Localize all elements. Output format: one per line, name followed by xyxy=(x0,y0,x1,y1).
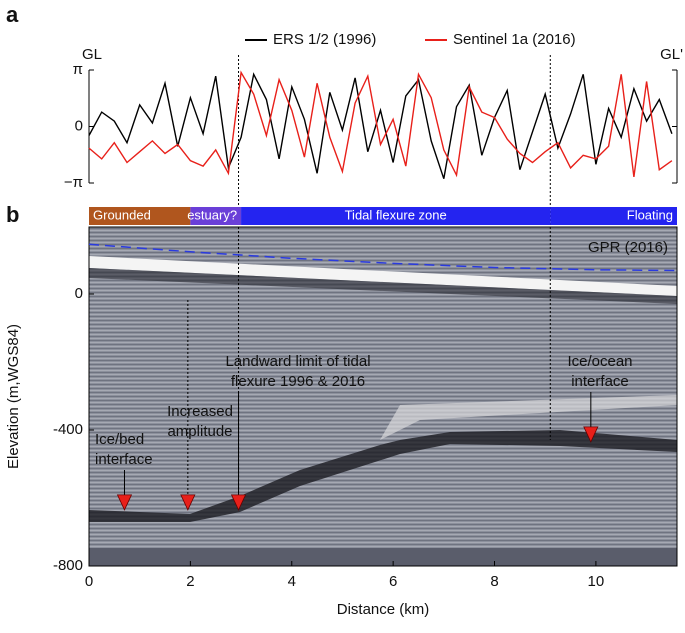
annotation: Ice/bed xyxy=(95,431,144,448)
data-line xyxy=(88,70,673,178)
arrow-head xyxy=(230,494,247,511)
panel-label: b xyxy=(6,202,19,227)
annotation: Landward limit of tidal xyxy=(225,353,370,370)
zone-label: estuary? xyxy=(187,207,237,222)
zone-label: Tidal flexure zone xyxy=(345,207,447,222)
zone-label: Floating xyxy=(627,207,673,222)
y-tick-label: -400 xyxy=(53,421,83,438)
annotation: Ice/ocean xyxy=(567,353,632,370)
x-tick-label: 8 xyxy=(490,573,498,590)
arrow-head xyxy=(583,426,599,443)
y-tick-label: 0 xyxy=(75,117,83,134)
annotation: interface xyxy=(571,373,629,390)
x-tick-label: 2 xyxy=(186,573,194,590)
y-axis-label: Elevation (m,WGS84) xyxy=(5,324,22,469)
annotation: amplitude xyxy=(167,423,232,440)
zone-bar xyxy=(89,207,191,225)
annotation: GL xyxy=(82,46,102,63)
legend-label: ERS 1/2 (1996) xyxy=(273,31,376,48)
x-tick-label: 0 xyxy=(85,573,93,590)
legend-label: GPR (2016) xyxy=(588,239,668,256)
x-axis-label: Distance (km) xyxy=(337,601,430,618)
zone-bar xyxy=(241,207,551,225)
x-tick-label: 10 xyxy=(588,573,605,590)
zone-bar xyxy=(550,207,677,225)
legend-label: Sentinel 1a (2016) xyxy=(453,31,576,48)
plot-frame xyxy=(88,226,678,567)
arrow-head xyxy=(116,494,133,511)
annotation: GL' xyxy=(660,46,683,63)
y-tick-label: π xyxy=(73,61,83,78)
y-tick-label: 0 xyxy=(75,285,83,302)
zone-label: Grounded xyxy=(93,207,151,222)
data-line xyxy=(88,243,678,272)
y-tick-label: −π xyxy=(64,174,83,191)
radargram xyxy=(89,227,677,566)
y-tick-label: -800 xyxy=(53,557,83,574)
x-tick-label: 6 xyxy=(389,573,397,590)
annotation: interface xyxy=(95,451,153,468)
x-tick-label: 4 xyxy=(288,573,296,590)
arrow-head xyxy=(180,494,196,511)
zone-bar xyxy=(190,207,242,225)
panel-label: a xyxy=(6,2,19,27)
annotation: Increased xyxy=(167,403,233,420)
annotation: flexure 1996 & 2016 xyxy=(231,373,365,390)
data-line xyxy=(88,72,673,179)
